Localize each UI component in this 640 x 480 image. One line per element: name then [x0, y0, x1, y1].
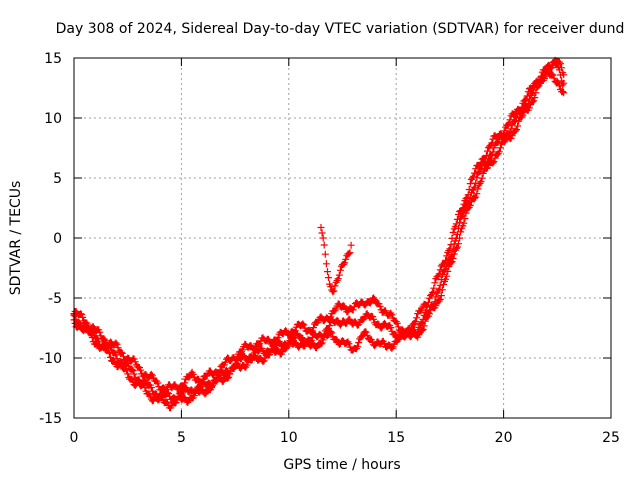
series-track-4: [317, 224, 355, 296]
x-axis-title: GPS time / hours: [283, 457, 400, 473]
series-track-3: [70, 67, 568, 412]
chart-title: Day 308 of 2024, Sidereal Day-to-day VTE…: [56, 21, 625, 37]
data-points-track-3: [70, 67, 568, 412]
x-tick-label: 20: [495, 430, 513, 446]
axis-ticks: 0 5 10 15 20 25 -15 -10 -5 0 5 10 15: [39, 51, 620, 446]
grid-lines: [74, 58, 611, 418]
y-tick-label: 15: [44, 51, 62, 67]
x-tick-label: 10: [280, 430, 298, 446]
x-tick-label: 5: [177, 430, 186, 446]
series-track-2: [70, 58, 568, 404]
y-tick-label: -5: [48, 291, 62, 307]
y-tick-label: -10: [39, 351, 62, 367]
y-axis-title: SDTVAR / TECUs: [8, 181, 24, 296]
y-tick-label: 10: [44, 111, 62, 127]
y-tick-label: 0: [53, 231, 62, 247]
x-tick-label: 25: [602, 430, 620, 446]
data-points-track-2: [70, 58, 568, 404]
y-tick-label: 5: [53, 171, 62, 187]
x-tick-label: 15: [387, 430, 405, 446]
x-tick-label: 0: [70, 430, 79, 446]
data-points-track-4: [317, 224, 355, 296]
y-tick-label: -15: [39, 411, 62, 427]
